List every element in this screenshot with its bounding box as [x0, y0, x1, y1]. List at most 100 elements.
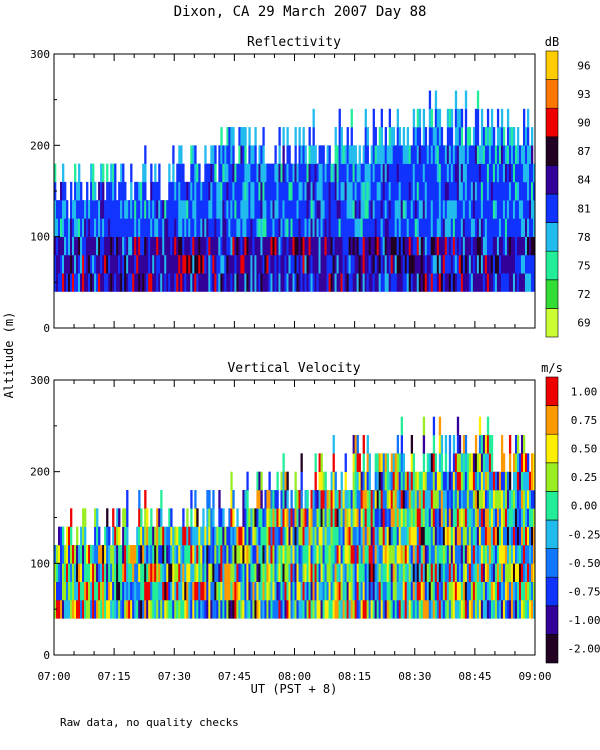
heatmap-cell	[352, 435, 355, 454]
heatmap-cell	[238, 254, 241, 274]
heatmap-cell	[526, 181, 530, 201]
heatmap-cell	[406, 581, 410, 601]
heatmap-cell	[386, 508, 389, 527]
heatmap-cell	[290, 545, 293, 564]
heatmap-cell	[370, 145, 373, 164]
heatmap-cell	[134, 236, 137, 256]
heatmap-cell	[344, 145, 347, 164]
heatmap-cell	[382, 181, 385, 201]
heatmap-cell	[440, 545, 444, 564]
heatmap-cell	[74, 254, 77, 274]
heatmap-cell	[366, 435, 369, 454]
heatmap-cell	[146, 581, 149, 601]
heatmap-cell	[316, 273, 319, 292]
heatmap-cell	[196, 526, 199, 546]
heatmap-cell	[258, 600, 261, 619]
heatmap-cell	[472, 145, 476, 164]
heatmap-cell	[454, 600, 458, 619]
heatmap-cell	[448, 181, 452, 201]
heatmap-cell	[526, 471, 530, 491]
heatmap-cell	[500, 563, 504, 582]
heatmap-cell	[452, 236, 456, 256]
heatmap-cell	[492, 218, 496, 237]
heatmap-cell	[144, 254, 147, 274]
heatmap-cell	[144, 200, 147, 219]
heatmap-cell	[372, 490, 375, 509]
heatmap-cell	[254, 545, 257, 564]
heatmap-cell	[130, 254, 133, 274]
heatmap-cell	[484, 273, 488, 292]
heatmap-cell	[306, 600, 309, 619]
heatmap-cell	[430, 508, 434, 527]
heatmap-cell	[164, 563, 167, 582]
heatmap-cell	[490, 200, 494, 219]
heatmap-cell	[496, 127, 500, 146]
heatmap-cell	[246, 526, 249, 546]
heatmap-cell	[482, 581, 486, 601]
heatmap-cell	[408, 508, 412, 527]
heatmap-cell	[244, 145, 247, 164]
heatmap-cell	[350, 145, 353, 164]
heatmap-cell	[294, 163, 297, 183]
heatmap-cell	[358, 236, 361, 256]
heatmap-cell	[378, 563, 381, 582]
heatmap-cell	[533, 163, 536, 183]
heatmap-cell	[262, 163, 265, 183]
heatmap-cell	[472, 200, 476, 219]
heatmap-cell	[400, 200, 404, 219]
heatmap-cell	[370, 218, 373, 237]
heatmap-cell	[398, 581, 402, 601]
heatmap-cell	[112, 545, 115, 564]
heatmap-cell	[320, 254, 323, 274]
heatmap-cell	[410, 273, 414, 292]
heatmap-cell	[398, 453, 402, 472]
heatmap-cell	[398, 200, 402, 219]
heatmap-cell	[110, 581, 113, 601]
heatmap-cell	[466, 236, 470, 256]
heatmap-cell	[210, 526, 213, 546]
heatmap-cell	[434, 145, 438, 164]
heatmap-cell	[282, 145, 285, 164]
heatmap-cell	[414, 200, 418, 219]
heatmap-cell	[414, 254, 418, 274]
heatmap-cell	[314, 181, 317, 201]
heatmap-cell	[150, 236, 153, 256]
heatmap-cell	[116, 508, 119, 527]
heatmap-cell	[414, 581, 418, 601]
heatmap-cell	[468, 508, 472, 527]
heatmap-cell	[290, 236, 293, 256]
heatmap-cell	[168, 581, 171, 601]
heatmap-cell	[498, 200, 502, 219]
heatmap-cell	[114, 545, 117, 564]
heatmap-cell	[366, 545, 369, 564]
heatmap-cell	[476, 563, 480, 582]
heatmap-cell	[272, 163, 275, 183]
heatmap-cell	[476, 236, 480, 256]
heatmap-cell	[314, 581, 317, 601]
heatmap-cell	[280, 581, 283, 601]
heatmap-cell	[444, 563, 448, 582]
heatmap-cell	[362, 254, 365, 274]
heatmap-cell	[82, 273, 85, 292]
heatmap-cell	[494, 563, 498, 582]
heatmap-cell	[512, 145, 516, 164]
heatmap-cell	[74, 545, 77, 564]
heatmap-cell	[438, 163, 442, 183]
heatmap-cell	[188, 526, 191, 546]
heatmap-cell	[406, 236, 410, 256]
heatmap-cell	[324, 600, 327, 619]
heatmap-cell	[160, 490, 163, 509]
heatmap-cell	[102, 273, 105, 292]
heatmap-cell	[460, 200, 464, 219]
heatmap-cell	[74, 236, 77, 256]
heatmap-cell	[252, 273, 255, 292]
heatmap-cell	[524, 236, 528, 256]
heatmap-cell	[514, 254, 518, 274]
heatmap-cell	[364, 163, 367, 183]
heatmap-cell	[118, 600, 121, 619]
heatmap-cell	[380, 200, 383, 219]
heatmap-cell	[494, 273, 498, 292]
heatmap-cell	[246, 545, 249, 564]
heatmap-cell	[512, 581, 516, 601]
heatmap-cell	[252, 218, 255, 237]
